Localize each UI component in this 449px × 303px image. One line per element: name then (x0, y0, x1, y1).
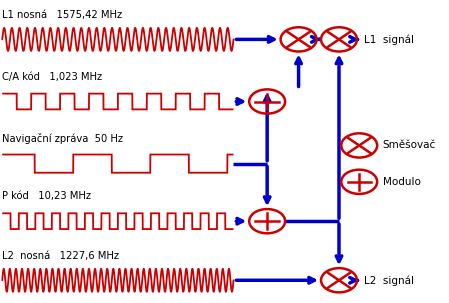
Text: L2  nosná   1227,6 MHz: L2 nosná 1227,6 MHz (2, 251, 119, 261)
Text: L2  signál: L2 signál (364, 275, 414, 285)
Text: Navigační zpráva  50 Hz: Navigační zpráva 50 Hz (2, 133, 123, 144)
Text: P kód   10,23 MHz: P kód 10,23 MHz (2, 191, 91, 201)
Text: C/A kód   1,023 MHz: C/A kód 1,023 MHz (2, 72, 102, 82)
Text: L1 nosná   1575,42 MHz: L1 nosná 1575,42 MHz (2, 10, 123, 20)
Text: Směšovač: Směšovač (383, 140, 436, 151)
Text: Modulo: Modulo (383, 177, 420, 187)
Text: L1  signál: L1 signál (364, 34, 414, 45)
